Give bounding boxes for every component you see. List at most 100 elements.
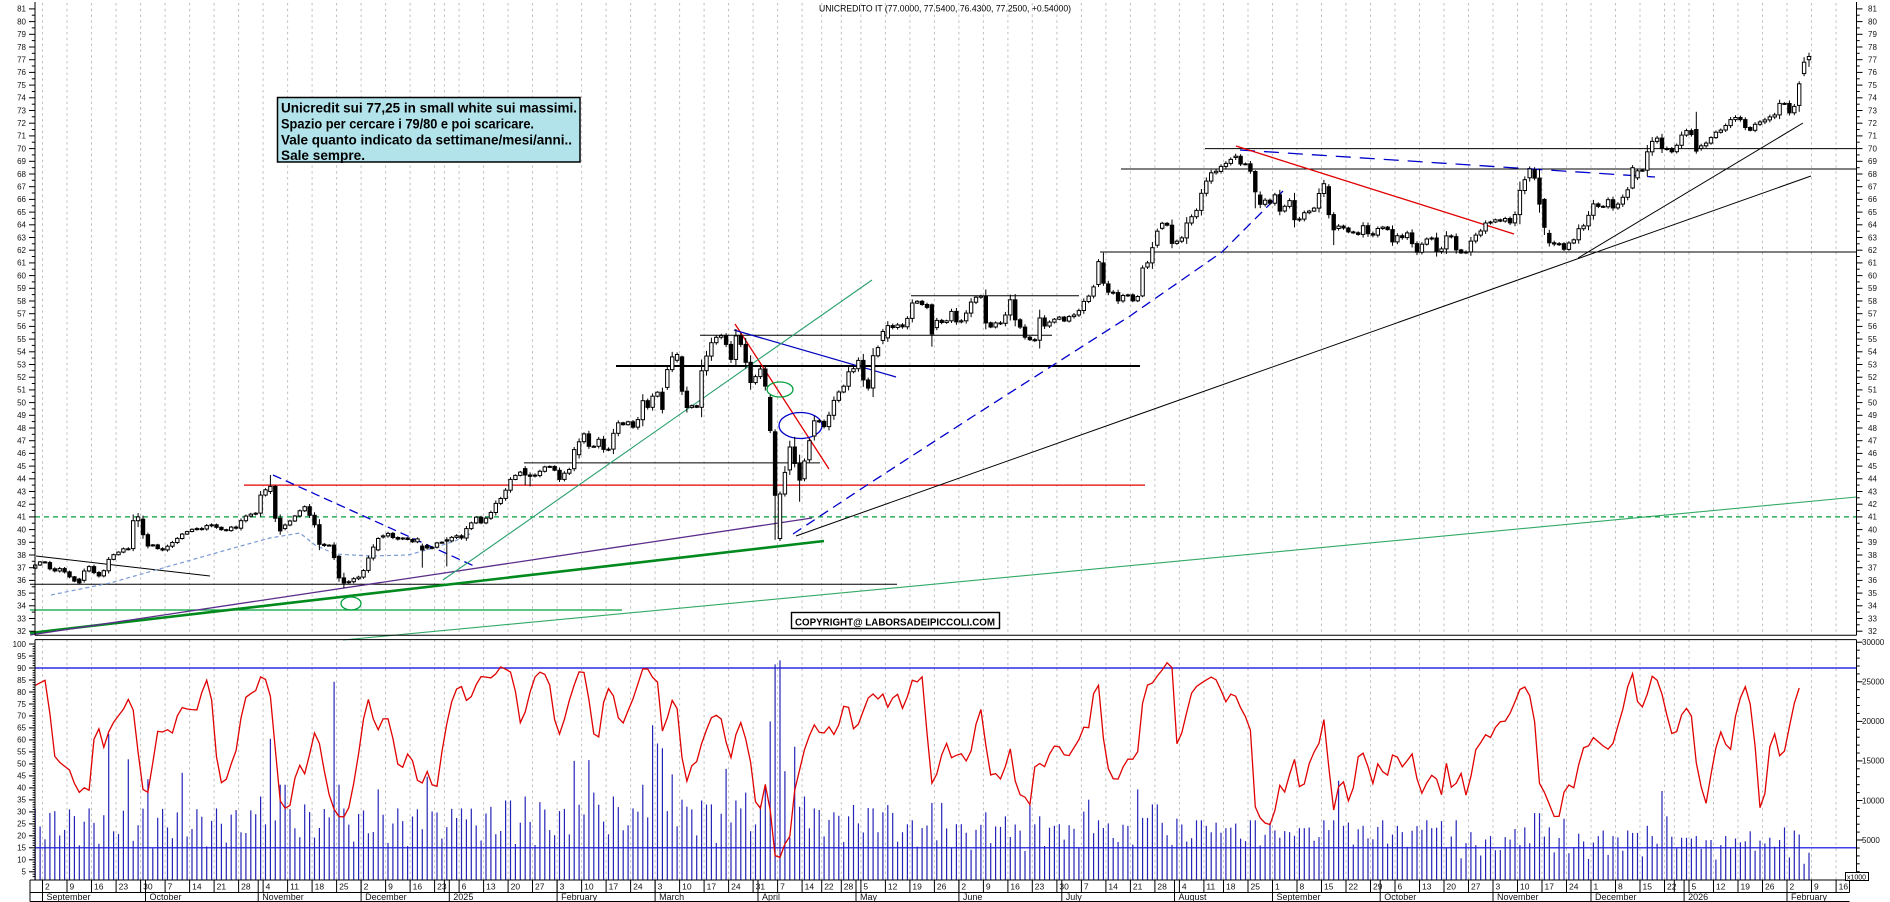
svg-text:49: 49 — [17, 411, 26, 420]
svg-text:76: 76 — [17, 68, 26, 77]
svg-text:40: 40 — [17, 525, 26, 534]
svg-text:64: 64 — [1868, 221, 1877, 230]
svg-text:1: 1 — [1275, 882, 1280, 892]
svg-text:75: 75 — [1868, 81, 1877, 90]
svg-text:29: 29 — [1373, 882, 1383, 892]
svg-text:41: 41 — [1868, 513, 1877, 522]
svg-text:66: 66 — [17, 195, 26, 204]
svg-text:61: 61 — [1868, 259, 1877, 268]
svg-text:61: 61 — [17, 259, 26, 268]
svg-text:12: 12 — [1716, 882, 1726, 892]
svg-text:15: 15 — [17, 844, 26, 853]
svg-text:47: 47 — [1868, 437, 1877, 446]
svg-text:25000: 25000 — [1862, 678, 1885, 687]
svg-text:35: 35 — [1868, 589, 1877, 598]
svg-text:45: 45 — [1868, 462, 1877, 471]
svg-text:40: 40 — [17, 784, 26, 793]
svg-text:14: 14 — [805, 882, 815, 892]
svg-text:33: 33 — [17, 614, 26, 623]
svg-text:10: 10 — [17, 856, 26, 865]
svg-text:9: 9 — [986, 882, 991, 892]
svg-text:90: 90 — [17, 664, 26, 673]
svg-text:23: 23 — [1035, 882, 1045, 892]
svg-text:54: 54 — [17, 348, 26, 357]
svg-text:11: 11 — [1206, 882, 1215, 892]
svg-text:76: 76 — [1868, 68, 1877, 77]
svg-text:4: 4 — [266, 882, 271, 892]
svg-text:6: 6 — [1398, 882, 1403, 892]
svg-text:65: 65 — [17, 724, 26, 733]
svg-text:77: 77 — [17, 56, 26, 65]
svg-text:68: 68 — [1868, 170, 1877, 179]
svg-text:10: 10 — [682, 882, 692, 892]
svg-text:52: 52 — [1868, 373, 1877, 382]
svg-text:20: 20 — [511, 882, 521, 892]
svg-text:80: 80 — [1868, 17, 1877, 26]
svg-text:15: 15 — [1643, 882, 1653, 892]
svg-text:69: 69 — [17, 157, 26, 166]
svg-text:38: 38 — [1868, 551, 1877, 560]
svg-text:59: 59 — [17, 284, 26, 293]
svg-text:45: 45 — [17, 462, 26, 471]
svg-text:39: 39 — [17, 538, 26, 547]
svg-text:56: 56 — [17, 322, 26, 331]
svg-text:78: 78 — [17, 43, 26, 52]
svg-text:24: 24 — [1569, 882, 1579, 892]
svg-text:Sale sempre.: Sale sempre. — [281, 148, 365, 163]
svg-text:57: 57 — [1868, 310, 1877, 319]
svg-text:30: 30 — [143, 882, 153, 892]
svg-text:9: 9 — [70, 882, 75, 892]
svg-text:16: 16 — [413, 882, 423, 892]
svg-text:41: 41 — [17, 513, 26, 522]
svg-text:95: 95 — [17, 652, 26, 661]
svg-text:19: 19 — [1741, 882, 1751, 892]
svg-text:18: 18 — [1226, 882, 1236, 892]
svg-text:74: 74 — [1868, 94, 1877, 103]
svg-text:12: 12 — [888, 882, 898, 892]
svg-text:5: 5 — [863, 882, 868, 892]
svg-text:15000: 15000 — [1862, 757, 1885, 766]
svg-text:20: 20 — [1447, 882, 1457, 892]
svg-text:60: 60 — [17, 736, 26, 745]
svg-text:54: 54 — [1868, 348, 1877, 357]
svg-text:21: 21 — [1133, 882, 1143, 892]
svg-text:2: 2 — [961, 882, 966, 892]
svg-text:March: March — [659, 892, 684, 902]
svg-text:3: 3 — [658, 882, 663, 892]
svg-text:5: 5 — [22, 868, 27, 877]
svg-text:May: May — [860, 892, 878, 902]
svg-text:79: 79 — [1868, 30, 1877, 39]
svg-text:62: 62 — [1868, 246, 1877, 255]
svg-text:34: 34 — [1868, 602, 1877, 611]
svg-text:72: 72 — [17, 119, 26, 128]
svg-text:48: 48 — [1868, 424, 1877, 433]
svg-text:1: 1 — [1594, 882, 1599, 892]
svg-text:67: 67 — [1868, 183, 1877, 192]
svg-text:10: 10 — [1520, 882, 1530, 892]
svg-text:23: 23 — [119, 882, 129, 892]
svg-text:55: 55 — [17, 748, 26, 757]
svg-text:56: 56 — [1868, 322, 1877, 331]
svg-text:February: February — [561, 892, 598, 902]
svg-text:10: 10 — [584, 882, 594, 892]
svg-text:October: October — [150, 892, 182, 902]
svg-text:x1000: x1000 — [1847, 874, 1866, 881]
svg-text:50: 50 — [17, 398, 26, 407]
svg-text:2: 2 — [45, 882, 50, 892]
svg-text:27: 27 — [1471, 882, 1481, 892]
svg-text:80: 80 — [17, 688, 26, 697]
svg-text:October: October — [1384, 892, 1416, 902]
svg-text:50: 50 — [1868, 398, 1877, 407]
svg-text:70: 70 — [17, 144, 26, 153]
svg-text:71: 71 — [1868, 132, 1877, 141]
svg-text:37: 37 — [1868, 564, 1877, 573]
svg-text:74: 74 — [17, 94, 26, 103]
svg-text:7: 7 — [168, 882, 173, 892]
svg-text:28: 28 — [1157, 882, 1167, 892]
svg-text:3: 3 — [1496, 882, 1501, 892]
svg-text:24: 24 — [633, 882, 643, 892]
svg-text:2025: 2025 — [453, 892, 473, 902]
svg-text:September: September — [1277, 892, 1321, 902]
svg-text:8: 8 — [1618, 882, 1623, 892]
svg-text:37: 37 — [17, 564, 26, 573]
